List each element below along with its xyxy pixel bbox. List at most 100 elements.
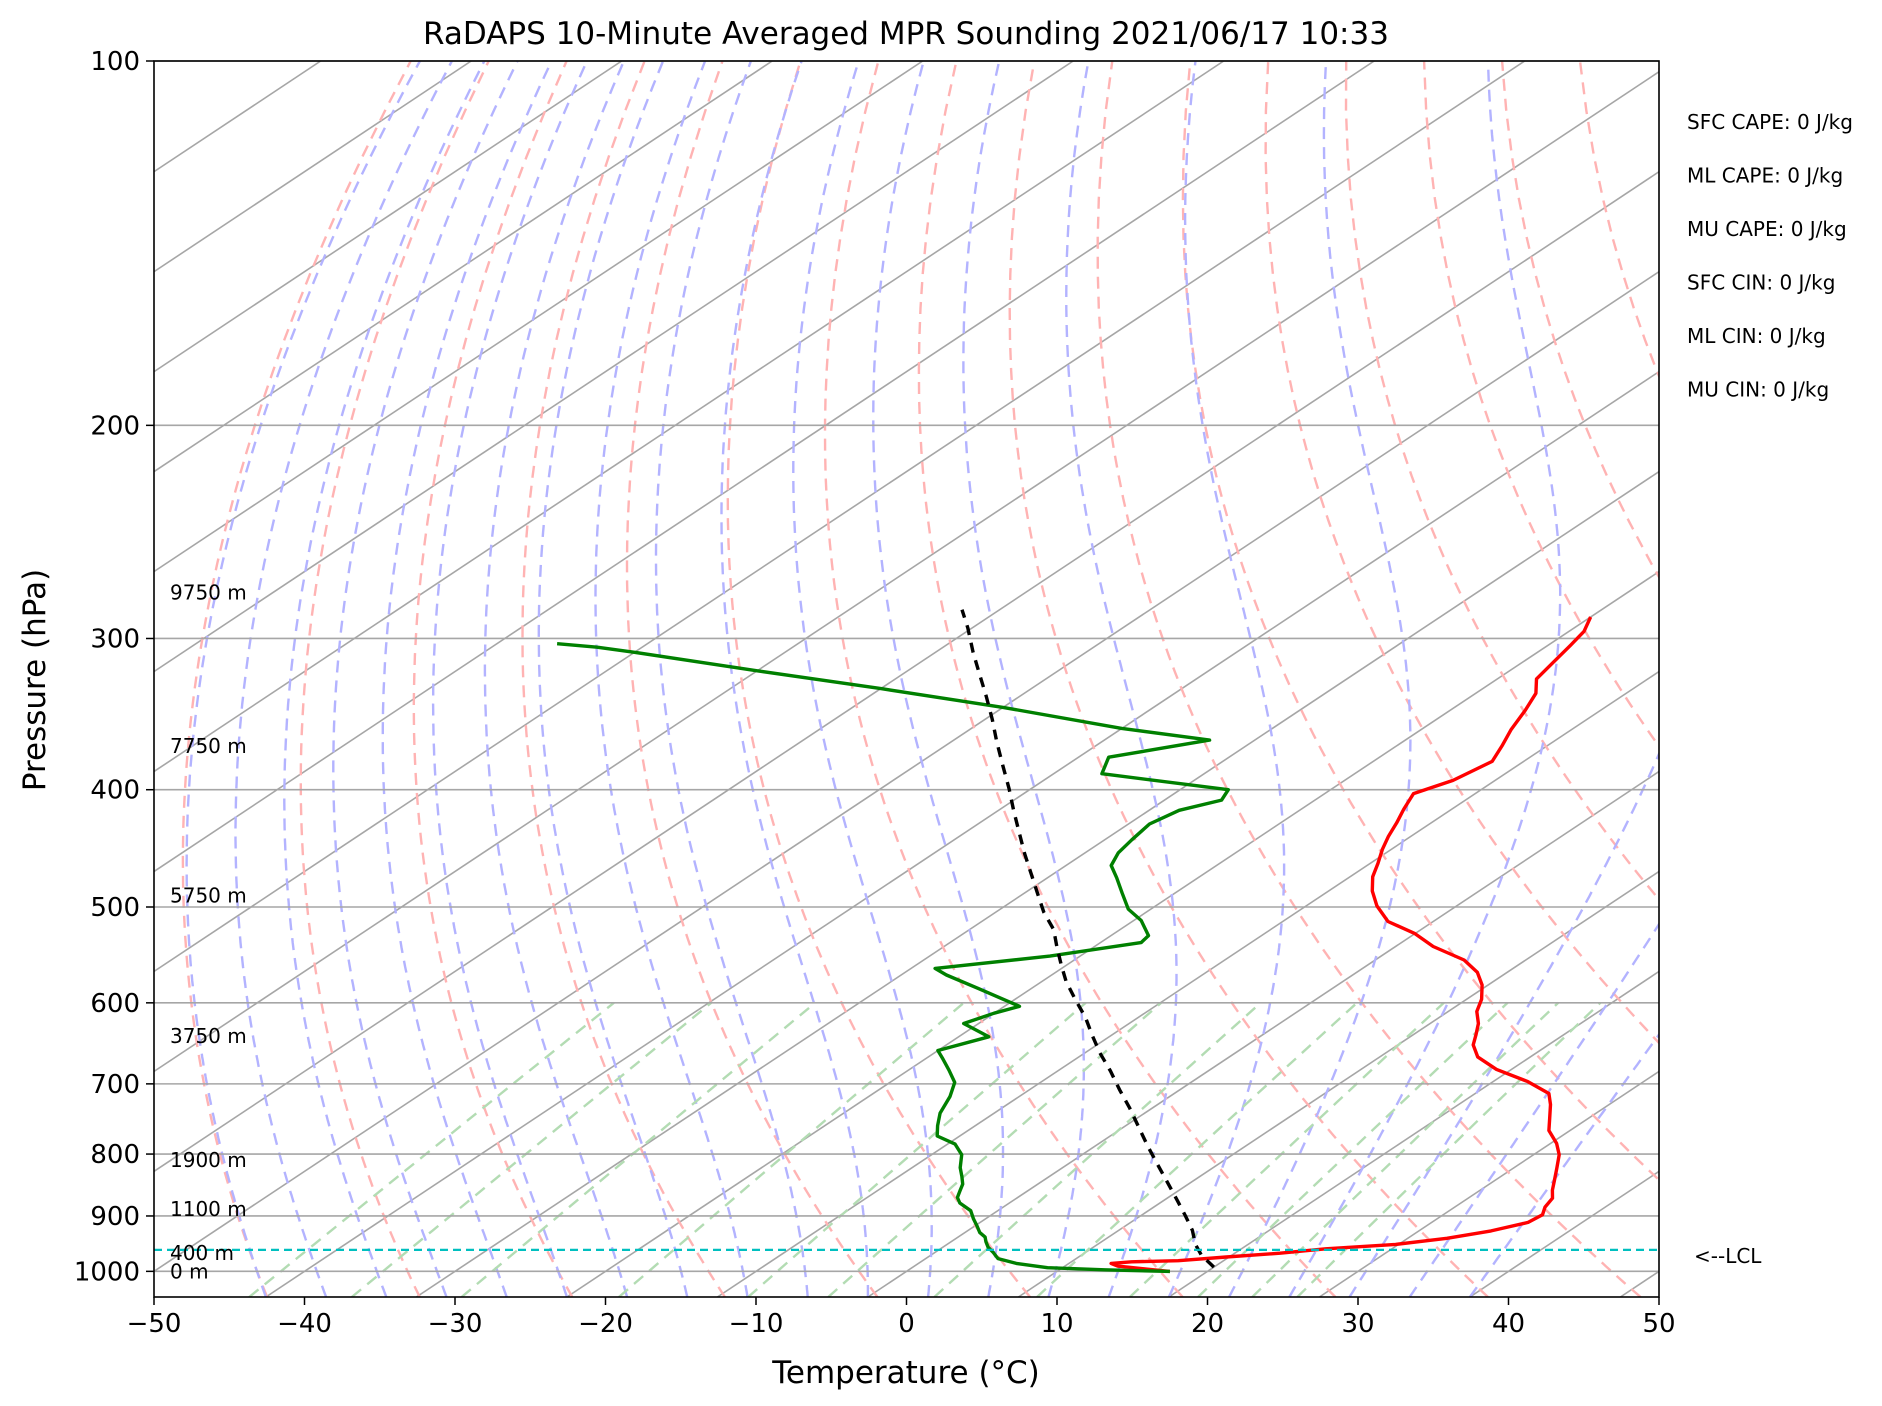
- mixing-ratio-line: [1251, 1001, 1560, 1297]
- moist-adiabat-line: [234, 61, 453, 1297]
- mixing-ratio-line: [618, 1001, 965, 1297]
- dewpoint-line: [556, 642, 1231, 1274]
- mixing-ratio-line: [351, 1001, 712, 1297]
- moist-adiabat-line: [431, 61, 588, 1297]
- moist-adiabat-line: [654, 61, 809, 1297]
- isotherm-line: [154, 70, 1659, 1073]
- isotherm-line: [415, 470, 1659, 1297]
- y-tick-label: 1000: [74, 1257, 140, 1287]
- y-tick-label: 900: [90, 1202, 140, 1232]
- y-tick-label: 400: [90, 776, 140, 806]
- mixing-ratio-line: [933, 1001, 1262, 1297]
- param-label: ML CAPE: 0 J/kg: [1687, 164, 1843, 188]
- mixing-ratio-line: [1197, 1001, 1509, 1297]
- moist-adiabat-line: [1228, 61, 1412, 1297]
- isotherm-line: [1168, 970, 1659, 1297]
- isotherm-line: [566, 570, 1659, 1297]
- y-tick-label: 100: [90, 47, 140, 77]
- dry-adiabat-line: [181, 61, 412, 1297]
- moist-adiabat-line: [1167, 61, 1286, 1297]
- isotherm-line: [154, 61, 1225, 773]
- moist-adiabat-line: [792, 61, 933, 1297]
- x-tick-label: 50: [1642, 1309, 1675, 1339]
- y-axis-title: Pressure (hPa): [17, 569, 53, 791]
- mixing-ratio-line: [460, 1001, 816, 1297]
- dry-adiabat-line: [1814, 61, 1882, 1297]
- isotherm-line: [154, 61, 623, 373]
- mixing-ratio-line: [1036, 1001, 1358, 1297]
- moist-adiabat-line: [381, 61, 553, 1297]
- mixing-ratio-line: [248, 1001, 615, 1297]
- moist-adiabat-line: [1065, 61, 1178, 1297]
- height-label: 9750 m: [170, 581, 247, 605]
- y-tick-label: 200: [90, 411, 140, 441]
- plot-frame: [153, 60, 1660, 1298]
- moist-adiabat-line: [1348, 750, 1659, 1297]
- dry-adiabat-line: [1500, 61, 1659, 580]
- chart-title: RaDAPS 10-Minute Averaged MPR Sounding 2…: [423, 16, 1389, 52]
- height-label: 1100 m: [170, 1197, 247, 1221]
- moist-adiabat-line: [962, 61, 1086, 1297]
- x-tick-label: 0: [898, 1309, 915, 1339]
- param-label: MU CIN: 0 J/kg: [1687, 378, 1829, 402]
- mixing-ratio-line: [827, 1001, 1162, 1297]
- moist-adiabat-line: [872, 61, 1005, 1297]
- sounding-lines: [154, 609, 1659, 1274]
- temperature-line: [1109, 616, 1593, 1274]
- height-label: 5750 m: [170, 883, 247, 907]
- mixing-ratio-line: [1129, 1001, 1445, 1297]
- isotherm-line: [154, 270, 1659, 1273]
- moist-adiabat-line: [1408, 921, 1659, 1297]
- x-axis: −50 −40 −30 −20 −10 0 10 20 30 40 50: [127, 1297, 1676, 1339]
- height-label: 400 m: [170, 1241, 234, 1265]
- moist-adiabat-line: [720, 61, 870, 1297]
- dry-adiabat-line: [1736, 61, 1882, 1297]
- x-tick-label: −10: [729, 1309, 784, 1339]
- param-label: MU CAPE: 0 J/kg: [1687, 217, 1847, 241]
- dry-adiabat-line: [1422, 61, 1659, 749]
- moist-adiabat-line: [594, 61, 749, 1297]
- isotherm-line: [265, 370, 1659, 1297]
- dry-adiabat-line: [625, 61, 879, 1297]
- dry-adiabat-line: [521, 61, 726, 1297]
- height-label: 0 m: [170, 1259, 209, 1283]
- y-tick-label: 600: [90, 989, 140, 1019]
- isotherm-line: [716, 670, 1659, 1297]
- x-axis-title: Temperature (°C): [771, 1355, 1040, 1391]
- moist-adiabat-line: [1468, 1032, 1659, 1297]
- moist-adiabat-line: [283, 61, 486, 1297]
- param-label: SFC CAPE: 0 J/kg: [1687, 110, 1853, 134]
- y-axis: 100 200 300 400 500 600 700 800 900 1000: [74, 47, 154, 1287]
- parcel-line: [960, 609, 1216, 1269]
- y-tick-label: 500: [90, 893, 140, 923]
- x-tick-label: 40: [1492, 1309, 1525, 1339]
- parameter-panel: SFC CAPE: 0 J/kg ML CAPE: 0 J/kg MU CAPE: …: [1687, 110, 1853, 402]
- param-label: SFC CIN: 0 J/kg: [1687, 271, 1835, 295]
- x-tick-label: 30: [1341, 1309, 1374, 1339]
- lcl-label: <--LCL: [1694, 1244, 1762, 1268]
- height-label: 1900 m: [170, 1148, 247, 1172]
- isotherm-line: [154, 61, 1375, 873]
- x-tick-label: 10: [1040, 1309, 1073, 1339]
- dry-adiabat-line: [412, 61, 574, 1297]
- isotherm-line: [154, 61, 472, 273]
- moist-adiabat-line: [332, 61, 519, 1297]
- dry-adiabat-line: [1264, 61, 1659, 1045]
- isotherm-line: [154, 61, 773, 473]
- isotherm-line: [1318, 1070, 1659, 1297]
- height-labels: 9750 m 7750 m 5750 m 3750 m 1900 m 1100 m 400 …: [170, 581, 247, 1284]
- dry-adiabat-line: [1181, 61, 1659, 1182]
- mixing-ratio-line: [747, 1001, 1087, 1297]
- isotherm-line: [154, 170, 1659, 1173]
- y-tick-label: 800: [90, 1140, 140, 1170]
- height-label: 3750 m: [170, 1024, 247, 1048]
- isotherm-line: [867, 770, 1659, 1297]
- height-label: 7750 m: [170, 734, 247, 758]
- isotherm-line: [1469, 1170, 1659, 1297]
- x-tick-label: −20: [578, 1309, 633, 1339]
- dry-adiabat-line: [1096, 61, 1642, 1297]
- dry-adiabat-line: [917, 61, 1337, 1297]
- mixing-ratio-line: [1296, 1001, 1602, 1297]
- pressure-gridlines: [154, 60, 1659, 1273]
- x-tick-label: 20: [1191, 1309, 1224, 1339]
